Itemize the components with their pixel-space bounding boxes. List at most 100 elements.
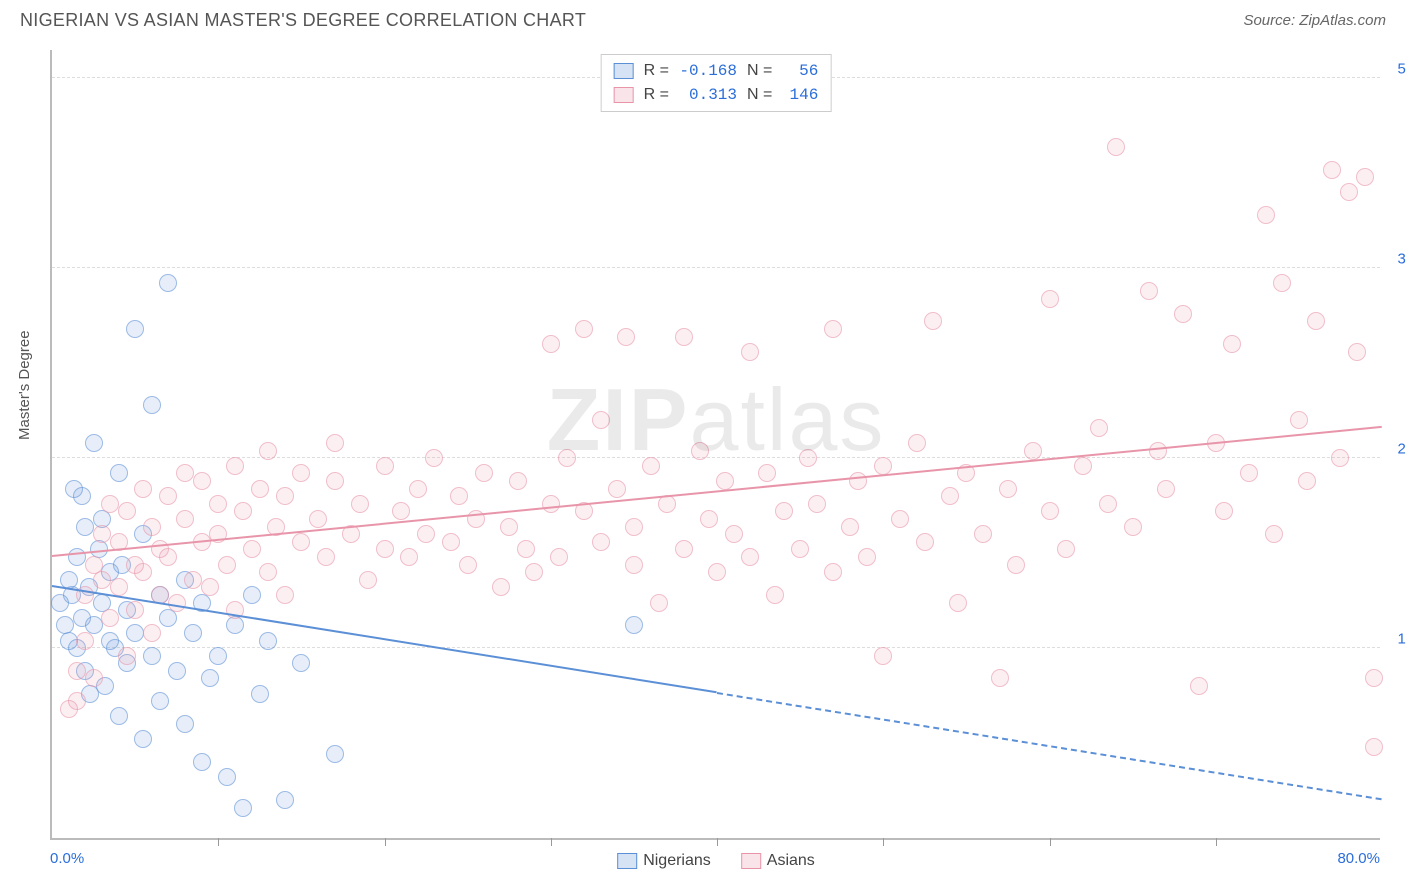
- scatter-point: [1024, 442, 1042, 460]
- scatter-point: [276, 791, 294, 809]
- scatter-point: [1099, 495, 1117, 513]
- scatter-point: [1265, 525, 1283, 543]
- scatter-point: [184, 624, 202, 642]
- scatter-point: [1124, 518, 1142, 536]
- scatter-point: [85, 434, 103, 452]
- scatter-point: [575, 320, 593, 338]
- scatter-point: [741, 343, 759, 361]
- scatter-point: [234, 799, 252, 817]
- legend-item: Asians: [741, 852, 815, 870]
- scatter-point: [617, 328, 635, 346]
- scatter-point: [1057, 540, 1075, 558]
- scatter-point: [1149, 442, 1167, 460]
- scatter-point: [1356, 168, 1374, 186]
- y-axis-label: Master's Degree: [16, 330, 33, 440]
- scatter-point: [625, 556, 643, 574]
- scatter-point: [392, 502, 410, 520]
- scatter-point: [1007, 556, 1025, 574]
- y-tick-label: 50.0%: [1385, 61, 1406, 78]
- scatter-point: [143, 518, 161, 536]
- scatter-point: [824, 320, 842, 338]
- scatter-point: [608, 480, 626, 498]
- plot-area: ZIPatlas R =-0.168N =56R =0.313N =146 Ni…: [50, 50, 1380, 840]
- scatter-point: [118, 502, 136, 520]
- scatter-point: [251, 685, 269, 703]
- scatter-point: [1074, 457, 1092, 475]
- scatter-point: [1140, 282, 1158, 300]
- scatter-point: [76, 518, 94, 536]
- scatter-point: [292, 654, 310, 672]
- scatter-point: [625, 518, 643, 536]
- scatter-point: [891, 510, 909, 528]
- scatter-point: [625, 616, 643, 634]
- scatter-point: [126, 601, 144, 619]
- scatter-point: [1041, 502, 1059, 520]
- legend-swatch: [614, 87, 634, 103]
- scatter-point: [309, 510, 327, 528]
- scatter-point: [791, 540, 809, 558]
- scatter-point: [226, 457, 244, 475]
- y-tick-label: 12.5%: [1385, 631, 1406, 648]
- scatter-point: [126, 624, 144, 642]
- scatter-point: [359, 571, 377, 589]
- scatter-point: [1323, 161, 1341, 179]
- scatter-point: [874, 647, 892, 665]
- scatter-point: [500, 518, 518, 536]
- scatter-point: [808, 495, 826, 513]
- legend-r-label: R =: [644, 59, 669, 83]
- x-tick: [717, 838, 718, 846]
- scatter-point: [251, 480, 269, 498]
- source-label: Source: ZipAtlas.com: [1243, 12, 1386, 29]
- scatter-point: [758, 464, 776, 482]
- scatter-point: [176, 510, 194, 528]
- scatter-point: [201, 578, 219, 596]
- x-axis-start-label: 0.0%: [50, 850, 84, 867]
- scatter-point: [417, 525, 435, 543]
- scatter-point: [85, 669, 103, 687]
- scatter-point: [542, 335, 560, 353]
- scatter-point: [700, 510, 718, 528]
- scatter-point: [151, 692, 169, 710]
- legend-r-value: 0.313: [679, 83, 737, 107]
- x-tick: [1216, 838, 1217, 846]
- scatter-point: [592, 533, 610, 551]
- chart-header: NIGERIAN VS ASIAN MASTER'S DEGREE CORREL…: [0, 0, 1406, 37]
- scatter-point: [1348, 343, 1366, 361]
- scatter-point: [1257, 206, 1275, 224]
- scatter-point: [143, 624, 161, 642]
- x-tick: [385, 838, 386, 846]
- scatter-point: [1240, 464, 1258, 482]
- scatter-point: [716, 472, 734, 490]
- scatter-point: [118, 647, 136, 665]
- scatter-point: [1157, 480, 1175, 498]
- scatter-point: [201, 669, 219, 687]
- scatter-point: [134, 563, 152, 581]
- scatter-point: [218, 768, 236, 786]
- scatter-point: [276, 487, 294, 505]
- scatter-point: [1215, 502, 1233, 520]
- scatter-point: [550, 548, 568, 566]
- scatter-point: [134, 730, 152, 748]
- scatter-point: [708, 563, 726, 581]
- scatter-point: [1190, 677, 1208, 695]
- scatter-point: [924, 312, 942, 330]
- scatter-point: [101, 495, 119, 513]
- scatter-point: [741, 548, 759, 566]
- legend-swatch: [617, 853, 637, 869]
- scatter-point: [234, 502, 252, 520]
- legend-n-value: 56: [782, 59, 818, 83]
- scatter-point: [159, 548, 177, 566]
- legend-r-label: R =: [644, 83, 669, 107]
- scatter-point: [326, 434, 344, 452]
- scatter-point: [409, 480, 427, 498]
- x-tick: [883, 838, 884, 846]
- scatter-point: [110, 707, 128, 725]
- y-tick-label: 37.5%: [1385, 251, 1406, 268]
- scatter-point: [941, 487, 959, 505]
- watermark-light: atlas: [690, 370, 886, 469]
- scatter-point: [168, 662, 186, 680]
- scatter-point: [459, 556, 477, 574]
- legend-n-label: N =: [747, 83, 772, 107]
- scatter-point: [799, 449, 817, 467]
- scatter-point: [841, 518, 859, 536]
